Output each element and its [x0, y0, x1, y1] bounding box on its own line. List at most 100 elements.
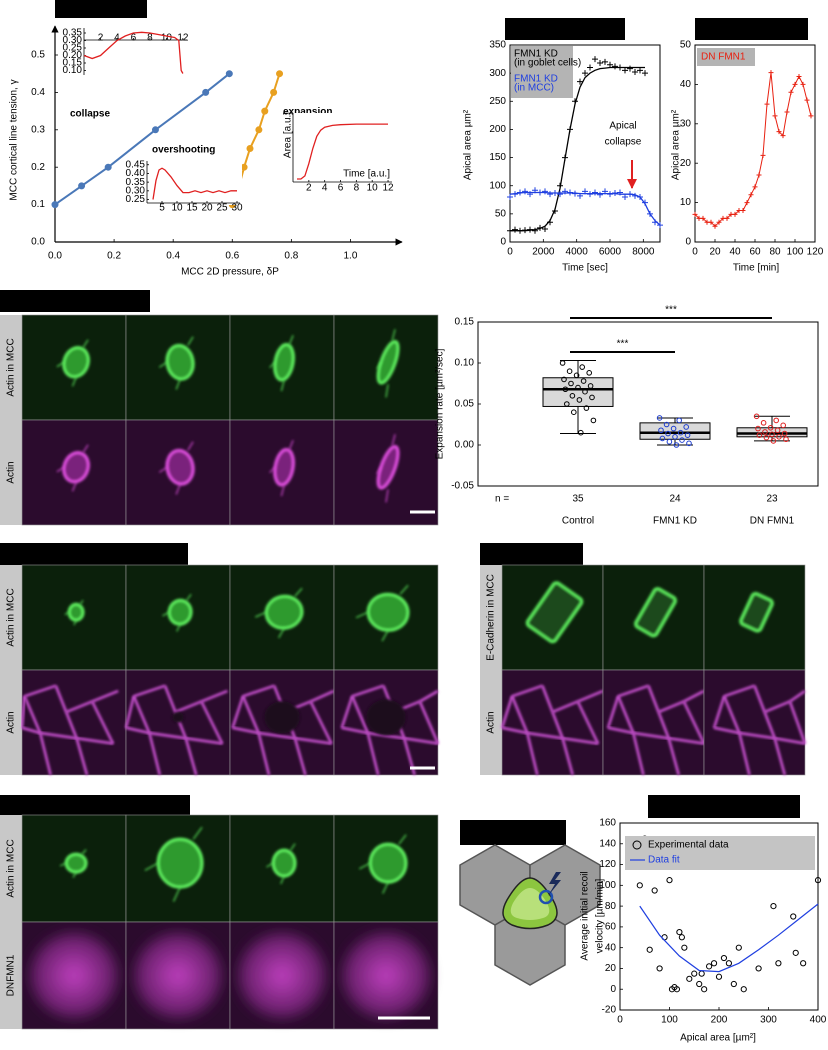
data-point	[597, 191, 603, 198]
channel-label-bg	[0, 922, 22, 1029]
data-point	[542, 188, 548, 195]
x-tick-label: 120	[807, 247, 824, 258]
cell	[165, 343, 195, 381]
data-point	[706, 963, 713, 970]
x-tick-label: 4000	[566, 247, 589, 258]
data-point	[730, 980, 737, 988]
protrusion	[158, 441, 194, 495]
x-tick-label: 8	[147, 33, 153, 44]
count-label: 24	[669, 494, 681, 505]
line	[297, 123, 388, 180]
data-point	[542, 226, 548, 233]
x-tick-label: 20	[709, 247, 721, 258]
cell	[525, 581, 584, 644]
protrusion	[358, 834, 407, 894]
cell-junction	[607, 726, 634, 735]
channel-label-bg	[0, 815, 22, 922]
y-tick-label: 40	[605, 942, 617, 953]
cell-junction	[309, 700, 333, 745]
cell-junction	[310, 689, 335, 703]
y-tick-label: 60	[605, 922, 617, 933]
data-point	[755, 965, 762, 972]
cell-junction	[232, 726, 259, 735]
x-tick-label: 40	[729, 247, 741, 258]
x-tick-label: 10	[367, 183, 379, 194]
data-point	[760, 420, 767, 426]
data-point	[776, 434, 782, 440]
cell	[264, 594, 304, 630]
data-point	[561, 376, 567, 383]
y-tick-label: 200	[489, 124, 506, 135]
cell-junction	[163, 685, 177, 713]
cell-junction	[133, 684, 166, 698]
data-point	[808, 113, 814, 119]
cell-junction	[773, 737, 787, 776]
cell-junction	[526, 732, 539, 776]
y-tick-label: 0.30	[126, 185, 146, 196]
channel-label-bg	[480, 565, 502, 670]
data-point	[202, 88, 210, 96]
x-tick-label: 6	[338, 183, 344, 194]
data-point	[672, 434, 678, 440]
y-tick-label: 160	[599, 818, 616, 829]
y-tick-label: 50	[680, 40, 692, 51]
region-label: overshooting	[152, 145, 215, 156]
cell-junction	[257, 732, 271, 776]
cell-diagram	[459, 844, 601, 986]
y-tick-label: 50	[495, 208, 507, 219]
x-tick-label: 2	[98, 33, 104, 44]
y-tick-label: 150	[489, 152, 506, 163]
data-point	[753, 413, 760, 420]
data-point	[589, 394, 595, 401]
protrusion	[56, 444, 89, 492]
legend-bg	[625, 836, 815, 870]
x-tick-label: 2	[306, 183, 312, 194]
x-tick-label: 6000	[599, 247, 622, 258]
data-point	[740, 207, 746, 213]
data-point	[764, 101, 770, 107]
data-point	[151, 126, 159, 134]
data-point	[780, 133, 786, 139]
data-point	[755, 425, 761, 432]
x-tick-label: 0.4	[166, 251, 180, 262]
x-tick-label: 4	[322, 183, 328, 194]
inset-bg	[146, 161, 242, 205]
protrusion	[64, 599, 84, 626]
y-tick-label: 0.00	[455, 440, 475, 451]
x-tick-label: 15	[186, 203, 198, 214]
micro-tile	[602, 669, 705, 776]
cell-junction	[647, 685, 660, 713]
data-point	[557, 191, 563, 198]
y-tick-label: 20	[680, 158, 692, 169]
cell-junction	[738, 732, 751, 776]
count-prefix: n =	[495, 494, 509, 505]
category-label: Control	[562, 516, 594, 527]
cell	[368, 842, 408, 884]
cell-junction	[764, 700, 791, 714]
protrusion	[376, 329, 396, 398]
data-point	[716, 219, 722, 225]
data-point	[78, 182, 86, 190]
data-point	[564, 401, 570, 407]
x-tick-label: 30	[231, 203, 243, 214]
cell	[273, 342, 295, 382]
cell-junction	[76, 737, 114, 745]
cell-junction	[65, 711, 78, 739]
cell-junction	[577, 689, 604, 703]
data-point	[762, 429, 768, 435]
data-point	[646, 946, 653, 953]
data-point	[701, 986, 708, 993]
data-point	[775, 960, 782, 967]
data-point	[632, 69, 638, 76]
y-tick-label: 20	[605, 963, 617, 974]
cell-junction	[774, 737, 806, 745]
data-point	[677, 429, 684, 436]
data-point	[658, 427, 664, 434]
x-tick-label: 0.6	[225, 251, 239, 262]
cell	[165, 448, 195, 486]
data-point	[698, 970, 705, 977]
cell-junction	[713, 726, 740, 735]
data-point	[587, 383, 594, 389]
fit-line	[510, 66, 645, 232]
y-tick-label: 0.10	[63, 65, 83, 76]
